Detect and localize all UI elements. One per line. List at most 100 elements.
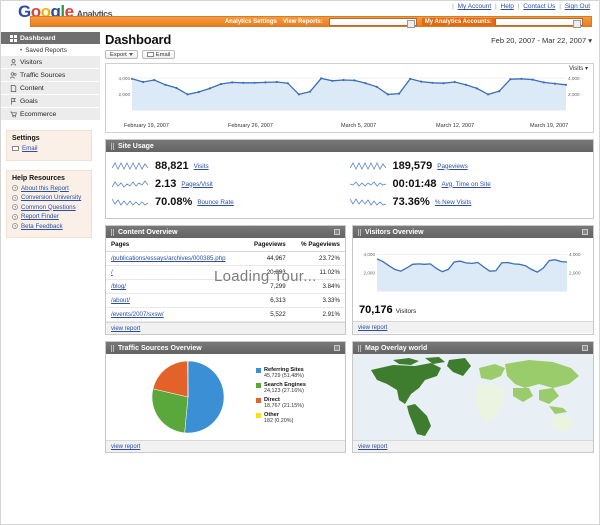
my-account-link[interactable]: My Account [457,3,492,10]
view-report-link[interactable]: view report [111,444,141,450]
modules-row-2: Traffic Sources Overview Referring Sites… [105,335,594,453]
help-row-common-questions[interactable]: ? Common Questions [12,204,86,211]
minimize-icon[interactable] [334,345,340,351]
chart-x-axis: February 19, 2007 February 26, 2007 Marc… [106,123,593,131]
metric-label[interactable]: Avg. Time on Site [441,180,491,188]
visitors-overview-header: Visitors Overview [353,226,593,238]
my-analytics-accounts-label: My Analytics Accounts: [421,17,495,26]
email-label: Email [155,51,171,58]
percent-value: 2.91% [290,307,345,322]
view-report-link[interactable]: view report [111,326,141,332]
drag-handle-icon[interactable] [111,344,115,352]
traffic-sources-pie-chart [151,360,225,434]
visitors-overview-module: Visitors Overview 4,000 4,000 2,000 2,000 7… [352,225,594,335]
drag-handle-icon[interactable] [358,344,362,352]
sidebar-item-traffic-sources[interactable]: Traffic Sources [0,69,100,82]
question-mark-icon: ? [12,194,18,201]
column-header-percent-pageviews: % Pageviews [290,238,345,252]
date-range-label: Feb 20, 2007 - Mar 22, 2007 [491,36,587,45]
svg-text:4,000: 4,000 [569,252,581,257]
drag-handle-icon[interactable] [111,142,115,150]
sidebar-item-saved-reports[interactable]: Saved Reports [0,45,100,56]
metric-label[interactable]: % New Visits [434,198,472,206]
page-link[interactable]: /blog/ [111,283,127,290]
sparkline-icon [112,180,149,188]
visitors-total-label: Visitors [395,308,417,315]
settings-email-row[interactable]: Email [12,145,86,152]
drag-handle-icon[interactable] [111,228,115,236]
pageviews-value: 6,313 [244,293,291,308]
help-row-about-this-report[interactable]: ? About this Report [12,185,86,192]
legend-label: Referring Sites [264,367,304,373]
world-map[interactable] [353,354,593,440]
metric-label[interactable]: Bounce Rate [197,198,234,206]
metric-pages-per-visit: 2.13 Pages/Visit [112,175,350,193]
help-link-beta-feedback[interactable]: Beta Feedback [21,222,63,230]
help-link-conversion-university[interactable]: Conversion University [21,194,82,201]
table-row: / 20,893 11.02% [106,265,345,280]
date-range-selector[interactable]: Feb 20, 2007 - Mar 22, 2007 ▾ [491,36,592,45]
google-analytics-logo: Google Analytics [18,2,113,21]
help-row-beta-feedback[interactable]: ? Beta Feedback [12,223,86,230]
view-report-link[interactable]: view report [358,444,388,450]
metric-avg-time-on-site: 00:01:48 Avg. Time on Site [349,175,588,193]
help-link-about-this-report[interactable]: About this Report [21,184,69,192]
table-row: /publications/essays/archives/000385.php… [106,251,345,266]
sidebar-item-goals[interactable]: Goals [0,95,100,108]
legend-value-2: 18,767 (21.15%) [264,403,304,409]
help-link[interactable]: Help [500,3,514,10]
help-link-common-questions[interactable]: Common Questions [21,203,76,211]
legend-label: Other [264,412,279,418]
page-link[interactable]: /publications/essays/archives/000385.php [111,255,226,262]
sidebar-item-label: Visitors [20,58,43,66]
account-links: | My Account | Help | Contact Us | Sign … [452,3,590,10]
visitors-chart-wrap: 4,000 4,000 2,000 2,000 [353,238,593,301]
metric-label[interactable]: Pageviews [437,162,468,170]
x-tick-1: February 26, 2007 [228,123,273,129]
traffic-sources-module: Traffic Sources Overview Referring Sites… [105,341,346,453]
metric-label[interactable]: Pages/Visit [181,180,213,188]
legend-swatch [256,413,261,418]
legend-swatch [256,368,261,373]
metric-value: 70.08% [155,196,193,208]
x-tick-2: March 5, 2007 [341,123,377,129]
table-header-row: Pages Pageviews % Pageviews [106,238,345,252]
visitors-total-value: 70,176 [359,304,393,316]
settings-title: Settings [12,135,40,142]
traffic-sources-title: Traffic Sources Overview [118,344,202,352]
export-button[interactable]: Export [105,50,138,59]
content-overview-footer: view report [106,322,345,334]
settings-email-link[interactable]: Email [22,145,38,152]
minimize-icon[interactable] [582,345,588,351]
help-row-conversion-university[interactable]: ? Conversion University [12,194,86,201]
sidebar-item-label: Saved Reports [25,47,67,54]
accounts-select[interactable] [495,17,583,28]
metric-toggle-label: Visits [569,66,584,72]
sparkline-icon [349,198,386,206]
view-reports-select[interactable] [328,17,417,28]
help-row-report-finder[interactable]: ? Report Finder [12,213,86,220]
help-link-report-finder[interactable]: Report Finder [21,213,59,220]
svg-text:2,000: 2,000 [364,271,376,276]
email-button[interactable]: Email [141,50,176,59]
help-resources-panel: Help Resources ? About this Report ? Con… [6,169,92,238]
analytics-settings-link[interactable]: Analytics Settings [224,18,277,25]
map-overlay-module: Map Overlay world [352,341,594,453]
drag-handle-icon[interactable] [358,228,362,236]
page-icon [10,84,17,92]
view-report-link[interactable]: view report [358,325,388,331]
page-link[interactable]: /events/2007/sxsw/ [111,311,164,318]
metric-label[interactable]: Visits [193,162,209,170]
sidebar-item-visitors[interactable]: Visitors [0,56,100,69]
sidebar-item-ecommerce[interactable]: Ecommerce [0,108,100,121]
metric-toggle[interactable]: Visits ▾ [569,66,588,72]
page-link[interactable]: /about/ [111,297,130,304]
minimize-icon[interactable] [334,229,340,235]
sidebar-item-label: Goals [20,97,38,105]
sidebar-item-dashboard[interactable]: Dashboard [0,32,100,45]
minimize-icon[interactable] [582,229,588,235]
sign-out-link[interactable]: Sign Out [564,3,590,10]
page-link[interactable]: / [111,269,113,276]
sidebar-item-content[interactable]: Content [0,82,100,95]
contact-us-link[interactable]: Contact Us [523,3,556,10]
